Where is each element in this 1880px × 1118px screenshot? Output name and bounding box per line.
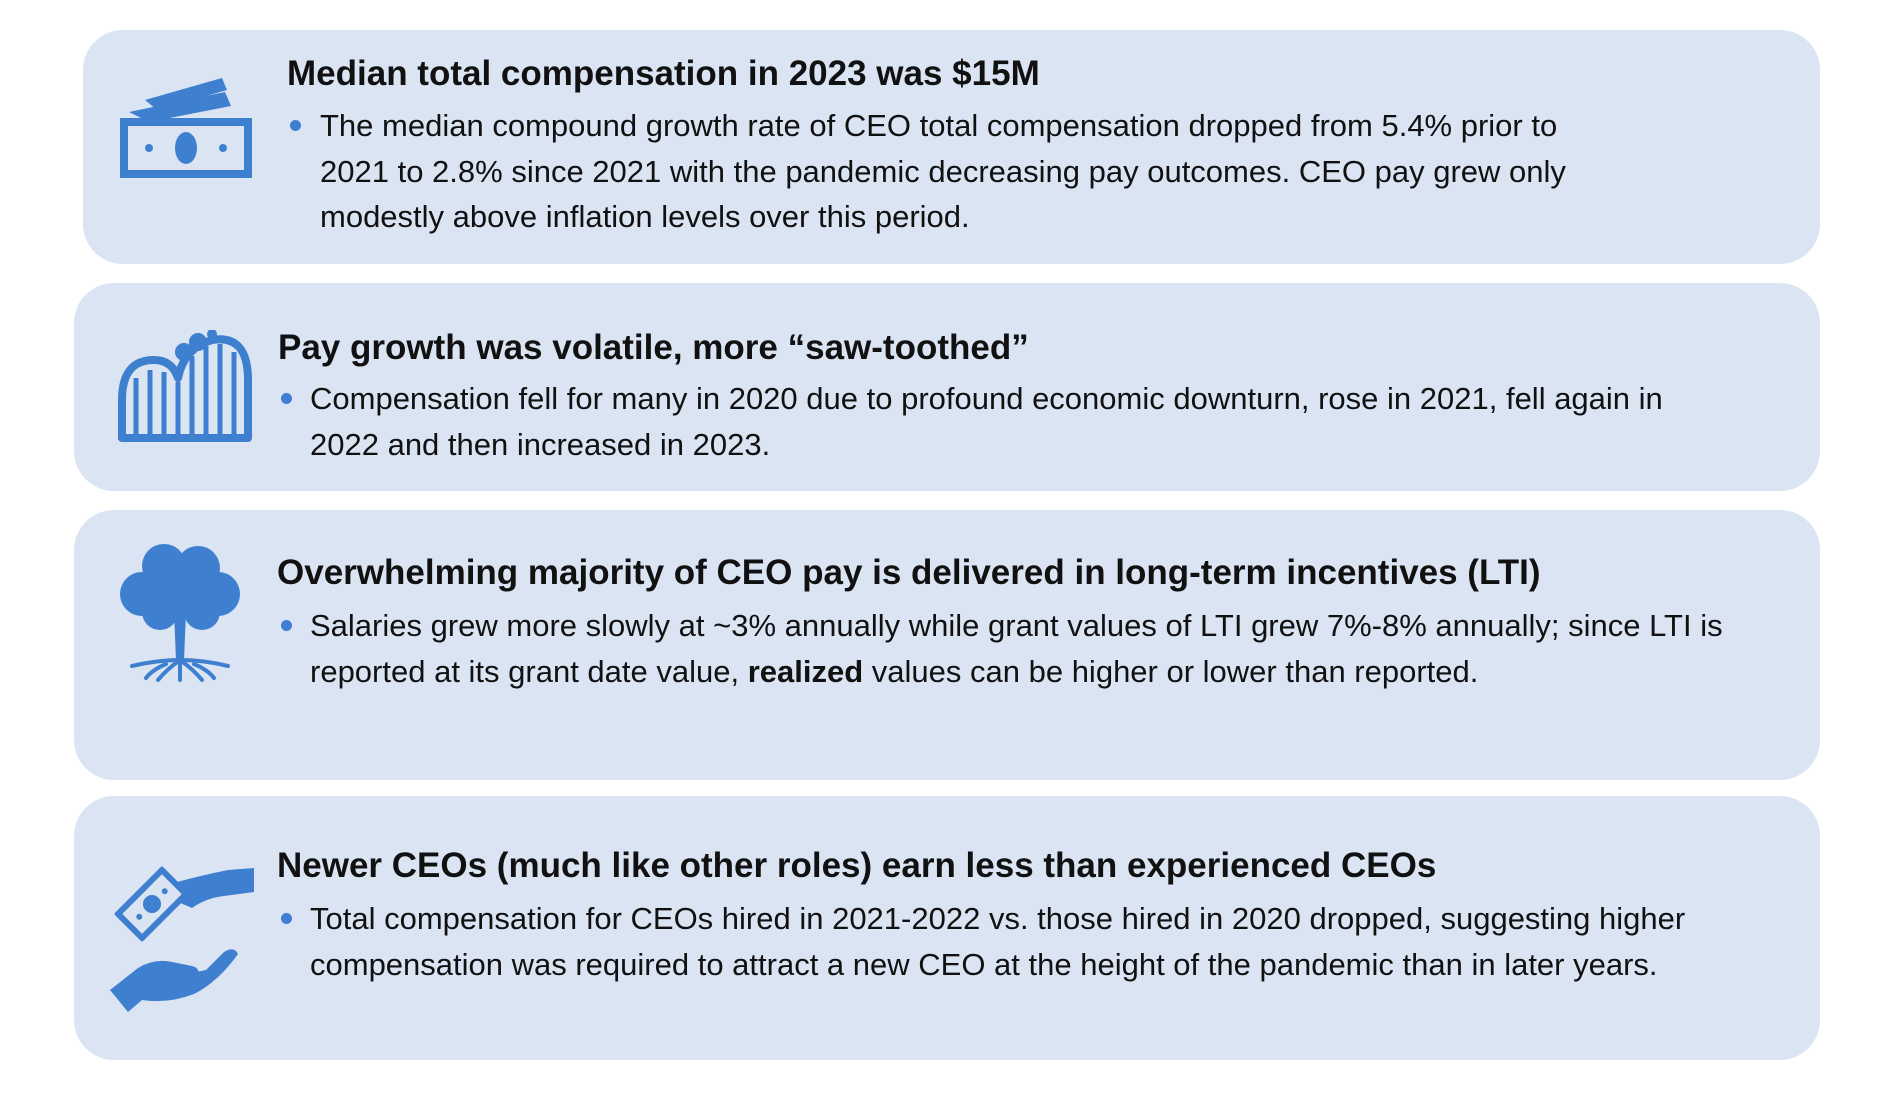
tree-roots-icon <box>118 542 242 682</box>
bullet-text-start: Salaries grew more slowly at ~3% annuall… <box>310 608 1723 689</box>
bullet-dot <box>281 620 292 631</box>
roller-coaster-icon <box>114 330 254 442</box>
bullet-dot <box>290 120 301 131</box>
summary-card-median-compensation <box>83 30 1820 264</box>
bullet-dot <box>281 913 292 924</box>
card-title-newer-ceos: Newer CEOs (much like other roles) earn … <box>277 846 1437 885</box>
hand-giving-money-icon <box>108 852 258 1012</box>
card-bullet-newer-ceos: Total compensation for CEOs hired in 202… <box>310 901 1686 982</box>
card-title-median-compensation: Median total compensation in 2023 was $1… <box>287 54 1040 93</box>
card-bullet-long-term-incentives: Salaries grew more slowly at ~3% annuall… <box>310 603 1750 694</box>
card-bullet-pay-growth: Compensation fell for many in 2020 due t… <box>310 381 1663 462</box>
card-bullet-median-compensation: The median compound growth rate of CEO t… <box>320 108 1566 234</box>
bullet-emphasis: realized <box>747 653 864 689</box>
summary-card-newer-ceos <box>74 796 1820 1060</box>
bullet-text-end: values can be higher or lower than repor… <box>863 653 1479 689</box>
summary-card-long-term-incentives <box>74 510 1820 780</box>
summary-card-pay-growth <box>74 283 1820 491</box>
card-title-long-term-incentives: Overwhelming majority of CEO pay is deli… <box>277 553 1541 592</box>
money-bills-icon <box>117 78 257 186</box>
bullet-dot <box>281 393 292 404</box>
card-title-pay-growth: Pay growth was volatile, more “saw-tooth… <box>278 328 1029 367</box>
